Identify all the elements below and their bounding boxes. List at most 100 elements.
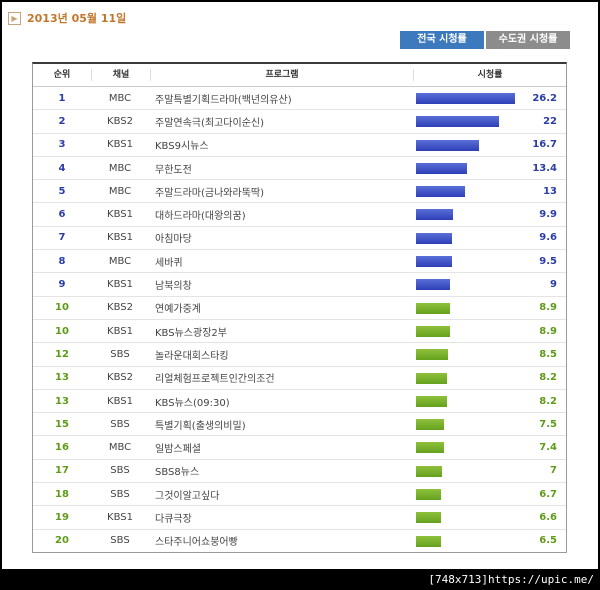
row-program[interactable]: 놀라운대회스타킹 bbox=[155, 350, 229, 362]
rating-bar bbox=[416, 302, 450, 314]
row-rating-cell: 9.6 bbox=[411, 227, 566, 249]
row-rating-cell: 7.4 bbox=[411, 436, 566, 458]
table-header: 순위 채널 프로그램 시청률 bbox=[33, 64, 566, 87]
row-rank: 9 bbox=[58, 279, 66, 291]
row-rank: 10 bbox=[55, 302, 69, 314]
row-program[interactable]: 아침마당 bbox=[155, 234, 192, 246]
rating-bar bbox=[416, 209, 453, 221]
row-rating-cell: 22 bbox=[411, 110, 566, 132]
rating-value: 9.6 bbox=[539, 232, 557, 244]
row-program[interactable]: 세바퀴 bbox=[155, 257, 183, 269]
row-channel: SBS bbox=[110, 535, 130, 547]
row-rating-cell: 6.6 bbox=[411, 506, 566, 528]
rating-bar bbox=[416, 465, 442, 477]
row-channel: MBC bbox=[108, 255, 132, 267]
row-rank: 2 bbox=[58, 115, 66, 127]
row-program[interactable]: 스타주니어쇼붕어빵 bbox=[155, 537, 238, 549]
page-frame: ▶ 2013년 05월 11일 전국 시청률 수도권 시청률 순위 채널 프로그… bbox=[2, 2, 598, 569]
table-row: 18 SBS 그것이알고싶다 6.7 bbox=[33, 483, 566, 507]
row-program[interactable]: 특별기획(출생의비밀) bbox=[155, 420, 246, 432]
row-channel: KBS1 bbox=[107, 139, 133, 151]
row-rank: 13 bbox=[55, 395, 69, 407]
row-program[interactable]: 무한도전 bbox=[155, 164, 192, 176]
rating-value: 8.2 bbox=[539, 395, 557, 407]
row-program[interactable]: 대하드라마(대왕의꿈) bbox=[155, 211, 246, 223]
header-rating: 시청률 bbox=[477, 70, 503, 80]
ratings-table: 순위 채널 프로그램 시청률 1 MBC 주말특별기획드라마(백년의유산) 26.2 2… bbox=[32, 62, 567, 553]
rating-bar bbox=[416, 162, 467, 174]
rating-bar bbox=[416, 512, 441, 524]
rating-tabs: 전국 시청률 수도권 시청률 bbox=[400, 31, 570, 49]
row-program[interactable]: 그것이알고싶다 bbox=[155, 490, 220, 502]
row-channel: KBS1 bbox=[107, 279, 133, 291]
table-row: 2 KBS2 주말연속극(최고다이순신) 22 bbox=[33, 110, 566, 134]
header-rank: 순위 bbox=[33, 69, 92, 81]
row-rank: 19 bbox=[55, 511, 69, 523]
row-channel: SBS bbox=[110, 348, 130, 360]
row-channel: MBC bbox=[108, 185, 132, 197]
table-row: 10 KBS2 연예가중계 8.9 bbox=[33, 297, 566, 320]
row-channel: KBS1 bbox=[107, 232, 133, 244]
table-row: 9 KBS1 남북의창 9 bbox=[33, 273, 566, 297]
rating-bar bbox=[416, 279, 450, 291]
row-program[interactable]: 주말드라마(금나와라뚝딱) bbox=[155, 187, 265, 199]
table-row: 16 MBC 일밤스페셜 7.4 bbox=[33, 436, 566, 460]
row-channel: SBS bbox=[110, 418, 130, 430]
row-rank: 1 bbox=[58, 92, 66, 104]
row-program[interactable]: 일밤스페셜 bbox=[155, 444, 201, 456]
header-program: 프로그램 bbox=[151, 69, 414, 81]
row-program[interactable]: 주말특별기획드라마(백년의유산) bbox=[155, 94, 292, 106]
row-rating-cell: 9.9 bbox=[411, 203, 566, 225]
row-rating-cell: 8.5 bbox=[411, 343, 566, 365]
tab-national-rating[interactable]: 전국 시청률 bbox=[400, 31, 484, 49]
table-row: 5 MBC 주말드라마(금나와라뚝딱) 13 bbox=[33, 180, 566, 204]
row-rating-cell: 16.7 bbox=[411, 134, 566, 156]
rating-bar bbox=[416, 395, 447, 407]
row-rank: 8 bbox=[58, 255, 66, 267]
row-rating-cell: 8.9 bbox=[411, 297, 566, 319]
rating-bar bbox=[416, 93, 515, 104]
row-program[interactable]: 다큐극장 bbox=[155, 513, 192, 525]
row-program[interactable]: SBS8뉴스 bbox=[155, 467, 200, 479]
row-program[interactable]: KBS뉴스광장2부 bbox=[155, 327, 227, 339]
rating-value: 13.4 bbox=[532, 162, 557, 174]
rating-bar bbox=[416, 139, 479, 151]
rating-value: 8.9 bbox=[539, 325, 557, 337]
row-program[interactable]: 연예가중계 bbox=[155, 304, 201, 316]
rating-bar bbox=[416, 186, 465, 198]
image-caption: [748x713]https://upic.me/ bbox=[428, 573, 594, 586]
row-program[interactable]: 남북의창 bbox=[155, 281, 192, 293]
table-row: 13 KBS2 리얼체험프로젝트인간의조건 8.2 bbox=[33, 367, 566, 390]
rating-value: 7 bbox=[550, 465, 557, 477]
row-rank: 7 bbox=[58, 232, 66, 244]
rating-value: 8.2 bbox=[539, 372, 557, 384]
row-rank: 6 bbox=[58, 209, 66, 221]
table-row: 8 MBC 세바퀴 9.5 bbox=[33, 250, 566, 274]
rating-value: 6.5 bbox=[539, 535, 557, 547]
rating-value: 8.5 bbox=[539, 348, 557, 360]
row-program[interactable]: KBS뉴스(09:30) bbox=[155, 397, 230, 409]
table-row: 10 KBS1 KBS뉴스광장2부 8.9 bbox=[33, 320, 566, 344]
row-rating-cell: 13 bbox=[411, 180, 566, 202]
row-program[interactable]: 주말연속극(최고다이순신) bbox=[155, 117, 265, 129]
table-row: 13 KBS1 KBS뉴스(09:30) 8.2 bbox=[33, 390, 566, 414]
date-label: 2013년 05월 11일 bbox=[27, 12, 127, 25]
date-row: ▶ 2013년 05월 11일 bbox=[8, 10, 126, 26]
row-program[interactable]: KBS9시뉴스 bbox=[155, 141, 209, 153]
row-channel: KBS1 bbox=[107, 209, 133, 221]
row-channel: KBS1 bbox=[107, 325, 133, 337]
row-channel: KBS2 bbox=[107, 115, 133, 127]
row-channel: MBC bbox=[108, 442, 132, 454]
row-rating-cell: 9 bbox=[411, 273, 566, 295]
row-program[interactable]: 리얼체험프로젝트인간의조건 bbox=[155, 374, 275, 386]
row-rank: 4 bbox=[58, 162, 66, 174]
rating-bar bbox=[416, 372, 447, 384]
tab-capital-rating[interactable]: 수도권 시청률 bbox=[486, 31, 570, 49]
rating-bar bbox=[416, 325, 450, 337]
rating-value: 13 bbox=[543, 185, 557, 197]
row-channel: SBS bbox=[110, 465, 130, 477]
date-arrow-icon[interactable]: ▶ bbox=[8, 11, 21, 25]
row-channel: MBC bbox=[108, 162, 132, 174]
header-channel: 채널 bbox=[92, 69, 151, 81]
row-rating-cell: 26.2 bbox=[411, 87, 566, 109]
